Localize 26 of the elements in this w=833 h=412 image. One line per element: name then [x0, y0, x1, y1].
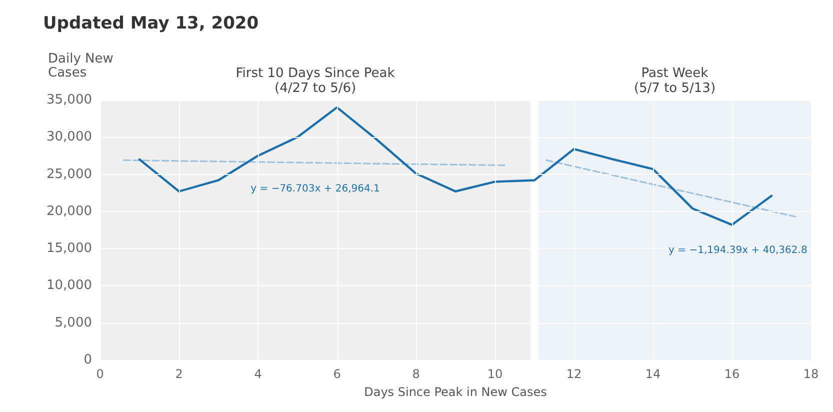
- band-label: First 10 Days Since Peak (4/27 to 5/6): [236, 66, 396, 96]
- x-tick-label: 8: [412, 367, 420, 381]
- x-tick-label: 10: [487, 367, 503, 381]
- y-tick-label: 15,000: [46, 241, 92, 256]
- x-tick-label: 6: [333, 367, 341, 381]
- x-axis-title: Days Since Peak in New Cases: [364, 385, 547, 399]
- y-tick-label: 35,000: [46, 92, 92, 108]
- x-tick-label: 12: [566, 367, 582, 381]
- annotation: y = −76.703x + 26,964.1: [250, 183, 380, 194]
- y-tick-label: 25,000: [46, 166, 92, 182]
- y-tick-label: 5,000: [54, 315, 92, 330]
- band-label: Past Week (5/7 to 5/13): [634, 66, 716, 96]
- x-tick-label: 16: [724, 367, 740, 381]
- y-tick-label: 20,000: [46, 204, 92, 219]
- x-tick-label: 0: [96, 367, 104, 381]
- line-series: [138, 106, 773, 226]
- x-tick-label: 4: [254, 367, 262, 381]
- x-tick-label: 14: [645, 367, 661, 381]
- x-tick-label: 2: [175, 367, 183, 381]
- y-axis-title: Daily New Cases: [48, 52, 114, 80]
- x-tick-label: 18: [803, 367, 819, 381]
- y-tick-label: 30,000: [46, 130, 92, 145]
- chart-title: Updated May 13, 2020: [43, 14, 259, 34]
- y-tick-label: 0: [84, 352, 92, 368]
- annotation: y = −1,194.39x + 40,362.8: [668, 244, 808, 256]
- y-tick-label: 10,000: [46, 278, 92, 294]
